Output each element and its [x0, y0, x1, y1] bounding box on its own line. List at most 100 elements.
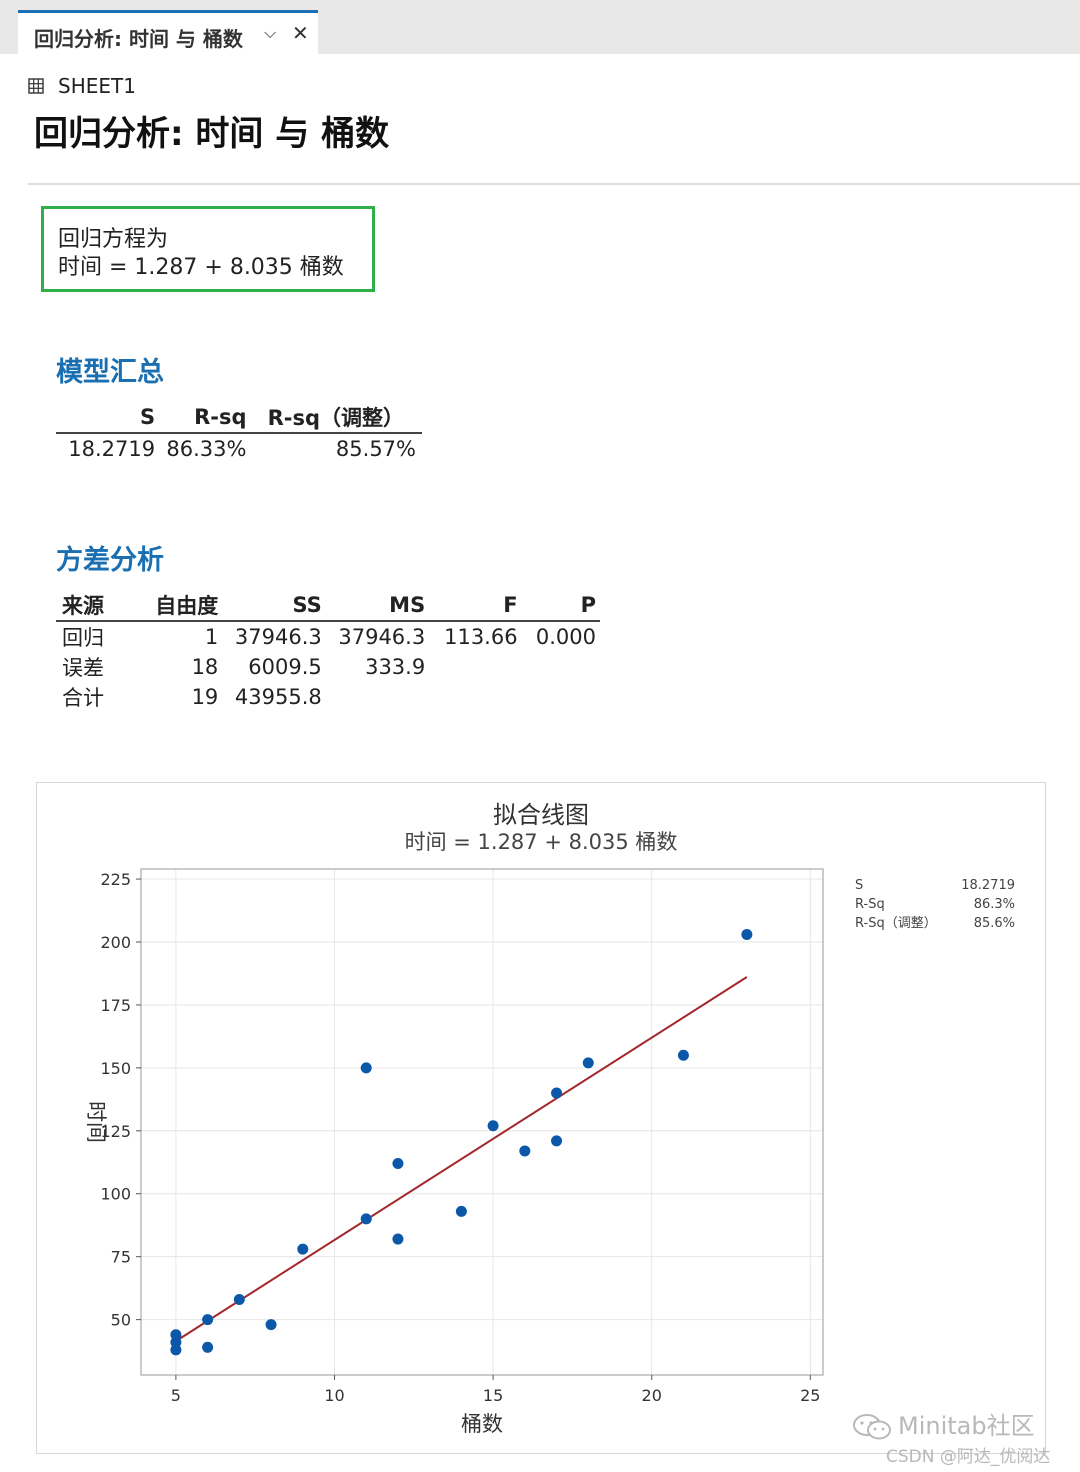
- cell-f: [425, 682, 517, 712]
- watermark: Minitab社区: [852, 1406, 1035, 1441]
- tab-title: 回归分析: 时间 与 桶数: [34, 27, 243, 51]
- y-tick-label: 225: [100, 870, 131, 889]
- plot-area-border: [140, 868, 824, 1376]
- table-header-row: 来源 自由度 SS MS F P: [56, 590, 600, 621]
- column-header: 来源: [62, 594, 104, 618]
- cell-source: 误差: [62, 656, 104, 680]
- column-header: 自由度: [155, 594, 219, 618]
- equation-formula: 时间 = 1.287 + 8.035 桶数: [58, 255, 344, 280]
- equation-heading: 回归方程为: [58, 227, 169, 252]
- x-tick-label: 25: [800, 1386, 820, 1405]
- y-tick-label: 100: [100, 1185, 131, 1204]
- data-point: [360, 1062, 372, 1074]
- x-tick-label: 20: [642, 1386, 662, 1405]
- model-summary-table: S R-sq R-sq（调整） 18.2719 86.33% 85.57%: [56, 402, 422, 464]
- fitted-line-plot[interactable]: 5 10 15 20 25 50 75 100 125 150 175 200 225 拟合线图 时间 = …: [36, 782, 1046, 1454]
- chart-title: 拟合线图: [493, 801, 589, 829]
- close-icon[interactable]: ✕: [292, 21, 309, 45]
- watermark-text: Minitab社区: [898, 1412, 1035, 1440]
- y-tick-label: 50: [111, 1311, 131, 1330]
- anova-title: 方差分析: [56, 545, 164, 576]
- table-row: 误差 18 6009.5 333.9: [56, 652, 600, 682]
- y-tick-label: 200: [100, 933, 131, 952]
- cell-p: [518, 682, 600, 712]
- column-header: P: [580, 593, 596, 617]
- stats-value: 86.3%: [974, 897, 1015, 912]
- worksheet-grid-icon: [28, 78, 44, 94]
- y-axis-label: 时间: [84, 1101, 108, 1143]
- stats-value: 18.2719: [961, 878, 1015, 893]
- sheet-label: SHEET1: [28, 72, 136, 100]
- x-tick-label: 10: [324, 1386, 344, 1405]
- cell-p: 0.000: [535, 625, 596, 649]
- cell-df: 18: [191, 655, 219, 679]
- fit-line: [175, 976, 748, 1342]
- cell-ss: 6009.5: [248, 655, 322, 679]
- table-row: 合计 19 43955.8: [56, 682, 600, 712]
- tab-bar: 回归分析: 时间 与 桶数 ⌵ ✕: [0, 0, 1080, 54]
- cell-ms: 37946.3: [338, 625, 426, 649]
- data-point: [170, 1329, 182, 1341]
- cell-rsq: 86.33%: [166, 437, 247, 461]
- column-header: R-sq（调整）: [267, 406, 404, 430]
- regression-equation-box: 回归方程为 时间 = 1.287 + 8.035 桶数: [41, 206, 375, 292]
- data-point: [677, 1049, 689, 1061]
- cell-ss: 43955.8: [234, 685, 322, 709]
- table-row: 18.2719 86.33% 85.57%: [56, 433, 422, 464]
- data-point: [582, 1057, 594, 1069]
- sheet-name: SHEET1: [58, 74, 136, 98]
- column-header: MS: [389, 593, 426, 617]
- data-point: [392, 1158, 404, 1170]
- cell-ms: 333.9: [365, 655, 426, 679]
- data-point: [202, 1341, 214, 1353]
- column-header: F: [503, 593, 518, 617]
- x-tick-label: 5: [171, 1386, 181, 1405]
- stats-label: R-Sq: [855, 897, 885, 912]
- data-point: [455, 1205, 467, 1217]
- cell-rsq-adj: 85.57%: [335, 437, 416, 461]
- column-header: SS: [292, 593, 322, 617]
- credit-text: CSDN @阿达_优阅达: [886, 1447, 1051, 1467]
- anova-table: 来源 自由度 SS MS F P 回归 1 37946.3 37946.3 11…: [56, 590, 600, 712]
- data-point: [741, 928, 753, 940]
- y-tick-label: 175: [100, 996, 131, 1015]
- cell-df: 1: [204, 625, 219, 649]
- data-point: [551, 1087, 563, 1099]
- y-tick-label: 75: [111, 1248, 131, 1267]
- chevron-down-icon[interactable]: ⌵: [264, 23, 277, 42]
- data-point: [265, 1319, 277, 1331]
- y-tick-label: 150: [100, 1059, 131, 1078]
- x-tick-label: 15: [483, 1386, 503, 1405]
- column-header: S: [139, 405, 156, 429]
- cell-source: 合计: [62, 686, 104, 710]
- data-point: [297, 1243, 309, 1255]
- cell-f: [425, 652, 517, 682]
- data-point: [487, 1120, 499, 1132]
- column-header: R-sq: [194, 405, 247, 429]
- tab-regression[interactable]: 回归分析: 时间 与 桶数 ⌵ ✕: [18, 10, 318, 54]
- data-point: [170, 1344, 182, 1356]
- wechat-icon: [853, 1414, 891, 1440]
- model-summary-title: 模型汇总: [56, 357, 164, 388]
- stats-label: R-Sq（调整）: [855, 916, 937, 931]
- y-tick-label: 125: [100, 1122, 131, 1141]
- table-header-row: S R-sq R-sq（调整）: [56, 402, 422, 433]
- chart-subtitle: 时间 = 1.287 + 8.035 桶数: [405, 830, 678, 854]
- cell-s: 18.2719: [68, 437, 156, 461]
- divider: [28, 183, 1080, 185]
- data-point: [360, 1213, 372, 1225]
- data-point: [551, 1135, 563, 1147]
- stats-label: S: [855, 878, 863, 893]
- data-point: [233, 1293, 245, 1305]
- cell-p: [518, 652, 600, 682]
- data-point: [392, 1233, 404, 1245]
- cell-df: 19: [191, 685, 219, 709]
- stats-value: 85.6%: [974, 916, 1015, 931]
- table-row: 回归 1 37946.3 37946.3 113.66 0.000: [56, 621, 600, 652]
- cell-source: 回归: [62, 626, 104, 650]
- data-point: [202, 1314, 214, 1326]
- cell-f: 113.66: [444, 625, 518, 649]
- page-title: 回归分析: 时间 与 桶数: [34, 114, 390, 154]
- cell-ss: 37946.3: [234, 625, 322, 649]
